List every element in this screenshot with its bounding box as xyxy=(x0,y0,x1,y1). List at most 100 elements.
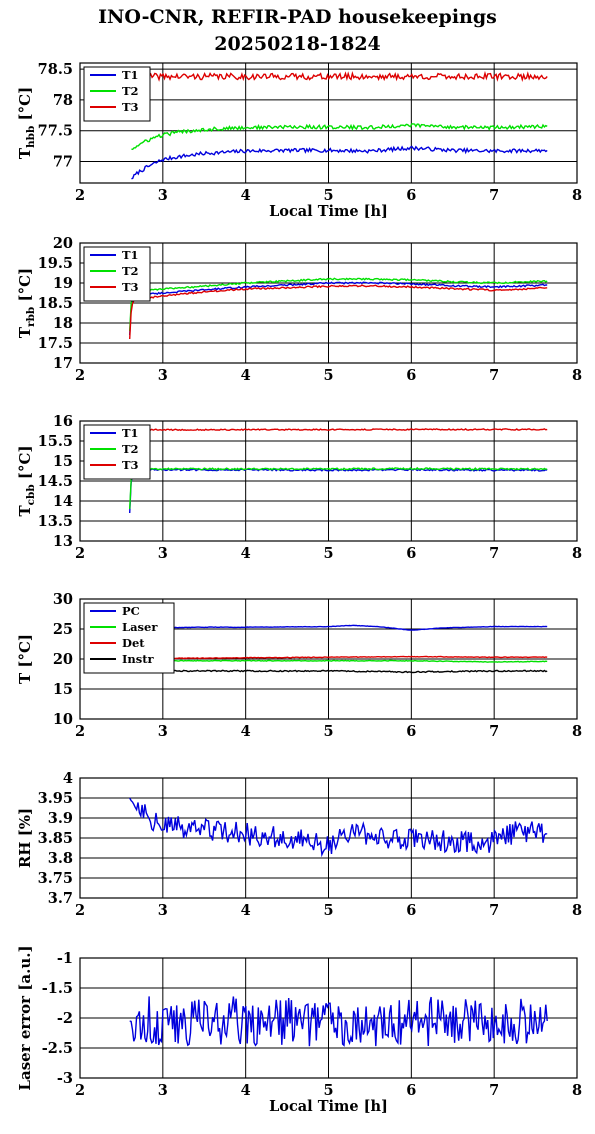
chart-panel-5: 3.7 3.75 3.8 3.85 3.9 3.95 4 2 3 4 5 6 7 8 RH [%] xyxy=(16,770,582,919)
x-tick-label: 3 xyxy=(158,1082,168,1099)
y-axis-label: T [°C] xyxy=(16,634,34,684)
plot-frame xyxy=(79,62,578,184)
figure-title-line2: 20250218-1824 xyxy=(214,33,381,55)
y-tick-label: 17.5 xyxy=(38,335,73,352)
x-tick-label: 6 xyxy=(406,187,416,204)
grid-lines xyxy=(80,243,577,363)
x-tick-label: 7 xyxy=(489,545,499,562)
y-axis-label: Thbb [°C] xyxy=(16,87,37,159)
legend-label: T2 xyxy=(122,442,139,456)
y-axis-label: RH [%] xyxy=(16,808,34,868)
y-tick-label: 20 xyxy=(53,651,73,668)
grid-lines xyxy=(80,63,577,183)
y-tick-label: 13.5 xyxy=(38,513,73,530)
x-tick-label: 7 xyxy=(489,723,499,740)
x-tick-label: 6 xyxy=(406,902,416,919)
series-line-data xyxy=(129,996,548,1047)
x-tick-label: 8 xyxy=(572,902,582,919)
x-tick-label: 6 xyxy=(406,367,416,384)
chart-panel-2: 17 17.5 18 18.5 19 19.5 20 2 3 4 5 6 7 8 Trbb [°C] T1 T2… xyxy=(16,235,582,384)
x-tick-label: 5 xyxy=(323,187,333,204)
plot-frame xyxy=(79,242,578,364)
x-tick-label: 5 xyxy=(323,367,333,384)
x-tick-label: 5 xyxy=(323,723,333,740)
legend: PC Laser Det Instr xyxy=(83,602,175,674)
y-tick-label: -2 xyxy=(57,1010,73,1027)
series-group xyxy=(130,70,548,180)
chart-panel-4: 10 15 20 25 30 2 3 4 5 6 7 8 T [°C] PC Laser Det Instr xyxy=(16,591,582,740)
series-group xyxy=(129,277,548,340)
x-tick-label: 5 xyxy=(323,545,333,562)
figure-title-line1: INO-CNR, REFIR-PAD housekeepings xyxy=(98,6,497,28)
y-tick-label: -1 xyxy=(57,950,73,967)
legend-label: T2 xyxy=(122,264,139,278)
series-line-t2 xyxy=(131,123,548,151)
y-tick-label: 13 xyxy=(53,533,73,550)
legend-label: T1 xyxy=(122,426,139,440)
legend-label: Laser xyxy=(122,620,158,634)
series-group xyxy=(129,996,548,1047)
legend: T1 T2 T3 xyxy=(83,246,151,302)
series-group xyxy=(162,624,548,674)
legend-label: T3 xyxy=(122,100,139,114)
x-tick-label: 4 xyxy=(241,367,251,384)
y-tick-label: 15 xyxy=(53,453,73,470)
x-tick-label: 4 xyxy=(241,187,251,204)
y-tick-label: 14 xyxy=(53,493,73,510)
grid-lines xyxy=(80,778,577,898)
series-line-t2 xyxy=(129,277,548,332)
x-tick-label: 3 xyxy=(158,723,168,740)
grid-lines xyxy=(80,421,577,541)
legend: T1 T2 T3 xyxy=(83,424,151,480)
y-tick-label: 77 xyxy=(53,153,73,170)
y-tick-label: 18 xyxy=(53,315,73,332)
y-tick-label: 19.5 xyxy=(38,255,73,272)
y-axis-label: Laser error [a.u.] xyxy=(16,945,34,1090)
series-line-laser xyxy=(162,659,548,663)
series-line-t3 xyxy=(142,428,548,432)
y-tick-label: 16 xyxy=(53,413,73,430)
legend-label: T3 xyxy=(122,280,139,294)
x-tick-label: 5 xyxy=(323,902,333,919)
y-tick-label: 77.5 xyxy=(38,123,73,140)
x-tick-label: 7 xyxy=(489,902,499,919)
y-tick-label: 3.85 xyxy=(38,830,73,847)
series-line-data xyxy=(129,797,548,858)
y-axis-label: Tcbb [°C] xyxy=(16,445,37,516)
legend-box xyxy=(83,602,175,674)
series-group xyxy=(129,797,548,858)
legend: T1 T2 T3 xyxy=(83,66,151,122)
x-tick-label: 8 xyxy=(572,187,582,204)
series-group xyxy=(129,428,548,514)
y-tick-label: 15.5 xyxy=(38,433,73,450)
series-line-instr xyxy=(162,669,548,674)
x-tick-label: 2 xyxy=(75,1082,85,1099)
plot-frame xyxy=(79,957,578,1079)
y-tick-label: 78 xyxy=(53,92,73,109)
x-tick-label: 2 xyxy=(75,902,85,919)
x-tick-label: 7 xyxy=(489,1082,499,1099)
series-line-t1 xyxy=(131,145,548,180)
x-tick-label: 8 xyxy=(572,723,582,740)
x-tick-label: 6 xyxy=(406,723,416,740)
x-tick-label: 2 xyxy=(75,723,85,740)
y-tick-label: -1.5 xyxy=(42,980,73,997)
series-line-t1 xyxy=(129,281,548,336)
x-tick-label: 7 xyxy=(489,367,499,384)
x-tick-label: 7 xyxy=(489,187,499,204)
x-tick-label: 3 xyxy=(158,367,168,384)
x-axis-label: Local Time [h] xyxy=(269,203,388,220)
y-tick-label: 3.95 xyxy=(38,790,73,807)
y-tick-label: 4 xyxy=(63,770,73,787)
legend-label: Det xyxy=(122,636,145,650)
x-tick-label: 4 xyxy=(241,902,251,919)
y-tick-label: 10 xyxy=(53,711,73,728)
y-tick-label: 20 xyxy=(53,235,73,252)
legend-label: PC xyxy=(122,604,140,618)
x-tick-label: 5 xyxy=(323,1082,333,1099)
y-tick-label: 3.7 xyxy=(48,890,73,907)
y-tick-label: 78.5 xyxy=(38,61,73,78)
x-tick-label: 8 xyxy=(572,545,582,562)
x-tick-label: 3 xyxy=(158,187,168,204)
